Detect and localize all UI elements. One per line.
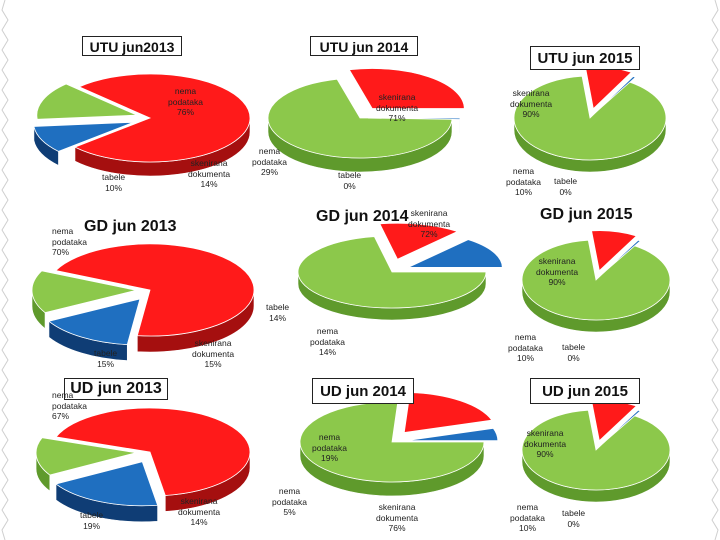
slice-7-skenirana: [299, 401, 485, 483]
label-gd2013-nema: nema podataka 70%: [52, 226, 87, 258]
slice-6-tabele: [55, 461, 159, 507]
slice-7-tabele: [405, 427, 499, 442]
slice-5-nema: [591, 230, 638, 272]
title-ud-2013: UD jun 2013: [64, 378, 168, 400]
label-ud2013-tabele: tabele 19%: [80, 510, 104, 531]
slice-5-skenirana: [521, 239, 671, 321]
label-gd2014-nema: nema podataka 14%: [310, 326, 345, 358]
label-ud2013-sken: skenirana dokumenta 14%: [178, 496, 221, 528]
slice-3-skenirana: [31, 270, 137, 314]
title-utu-2015: UTU jun 2015: [530, 46, 640, 70]
right-edge-decoration: [711, 0, 719, 540]
pie-3: [31, 243, 255, 361]
pie-8: [521, 400, 671, 503]
slice-8-skenirana: [521, 409, 671, 491]
slice-6-nema: [55, 407, 251, 496]
label-gd2015-tabele: tabele 0%: [562, 342, 586, 363]
slice-4-nema: [379, 222, 459, 260]
pie-1: [267, 68, 465, 173]
slice-5-tabele: [600, 239, 642, 276]
label-ud2014-nema: nema podataka 19%: [312, 432, 347, 464]
label-utu2013-tabele: tabele 10%: [102, 172, 126, 193]
slice-1-nema: [348, 68, 465, 109]
slice-4-tabele: [408, 239, 503, 268]
title-ud-2015: UD jun 2015: [530, 378, 640, 404]
title-gd-2013: GD jun 2013: [84, 218, 177, 235]
slice-0-skenirana: [36, 83, 137, 120]
slice-0-nema: [73, 73, 251, 163]
title-utu-2014: UTU jun 2014: [310, 36, 418, 56]
label-utu2013-nema: nema podataka 76%: [168, 86, 203, 118]
title-ud-2014: UD jun 2014: [312, 378, 414, 404]
label-utu2015-sken: skenirana dokumenta 90%: [510, 88, 553, 120]
label-gd2014-sken: skenirana dokumenta 72%: [408, 208, 451, 240]
pie-7: [299, 392, 499, 497]
left-edge-decoration: [1, 0, 9, 540]
label-utu2015-nema: nema podataka 10%: [506, 166, 541, 198]
label-gd2014-tabele: tabele 14%: [266, 302, 290, 323]
slice-0-tabele: [33, 121, 134, 152]
title-gd-2015: GD jun 2015: [540, 206, 633, 223]
slice-8-tabele: [600, 409, 642, 446]
pie-5: [521, 230, 671, 333]
slice-3-nema: [54, 243, 255, 337]
slice-1-tabele: [367, 117, 461, 120]
label-utu2014-tabele: tabele 0%: [338, 170, 362, 191]
label-ud2015-tabele: tabele 0%: [562, 508, 586, 529]
label-utu2014-sken: skenirana dokumenta 71%: [376, 92, 419, 124]
label-utu2014-nema: nema podataka 29%: [252, 146, 287, 178]
pie-6: [35, 407, 251, 523]
slice-2-tabele: [594, 76, 637, 114]
label-utu2013-sken: skenirana dokumenta 14%: [188, 158, 231, 190]
label-ud2013-nema: nema podataka 67%: [52, 390, 87, 422]
slice-7-nema: [403, 392, 493, 433]
label-ud2014-nema2: nema podataka 5%: [272, 486, 307, 518]
label-ud2015-sken: skenirana dokumenta 90%: [524, 428, 567, 460]
label-gd2015-sken: skenirana dokumenta 90%: [536, 256, 579, 288]
pie-0: [33, 73, 251, 177]
slice-1-skenirana: [267, 78, 453, 159]
label-gd2013-tabele: tabele 15%: [94, 348, 118, 369]
label-gd2013-sken: skenirana dokumenta 15%: [192, 338, 235, 370]
label-utu2015-tabele: tabele 0%: [554, 176, 578, 197]
title-utu-2013: UTU jun2013: [82, 36, 182, 56]
pie-2: [513, 66, 667, 173]
slice-3-tabele: [48, 298, 141, 346]
slice-4-skenirana: [297, 236, 487, 309]
label-gd2015-nema: nema podataka 10%: [508, 332, 543, 364]
label-ud2015-nema: nema podataka 10%: [510, 502, 545, 534]
label-ud2014-sken: skenirana dokumenta 76%: [376, 502, 419, 534]
slice-2-skenirana: [513, 75, 667, 161]
slice-6-skenirana: [35, 437, 137, 476]
title-gd-2014: GD jun 2014: [316, 208, 409, 225]
pie-4: [297, 222, 503, 321]
